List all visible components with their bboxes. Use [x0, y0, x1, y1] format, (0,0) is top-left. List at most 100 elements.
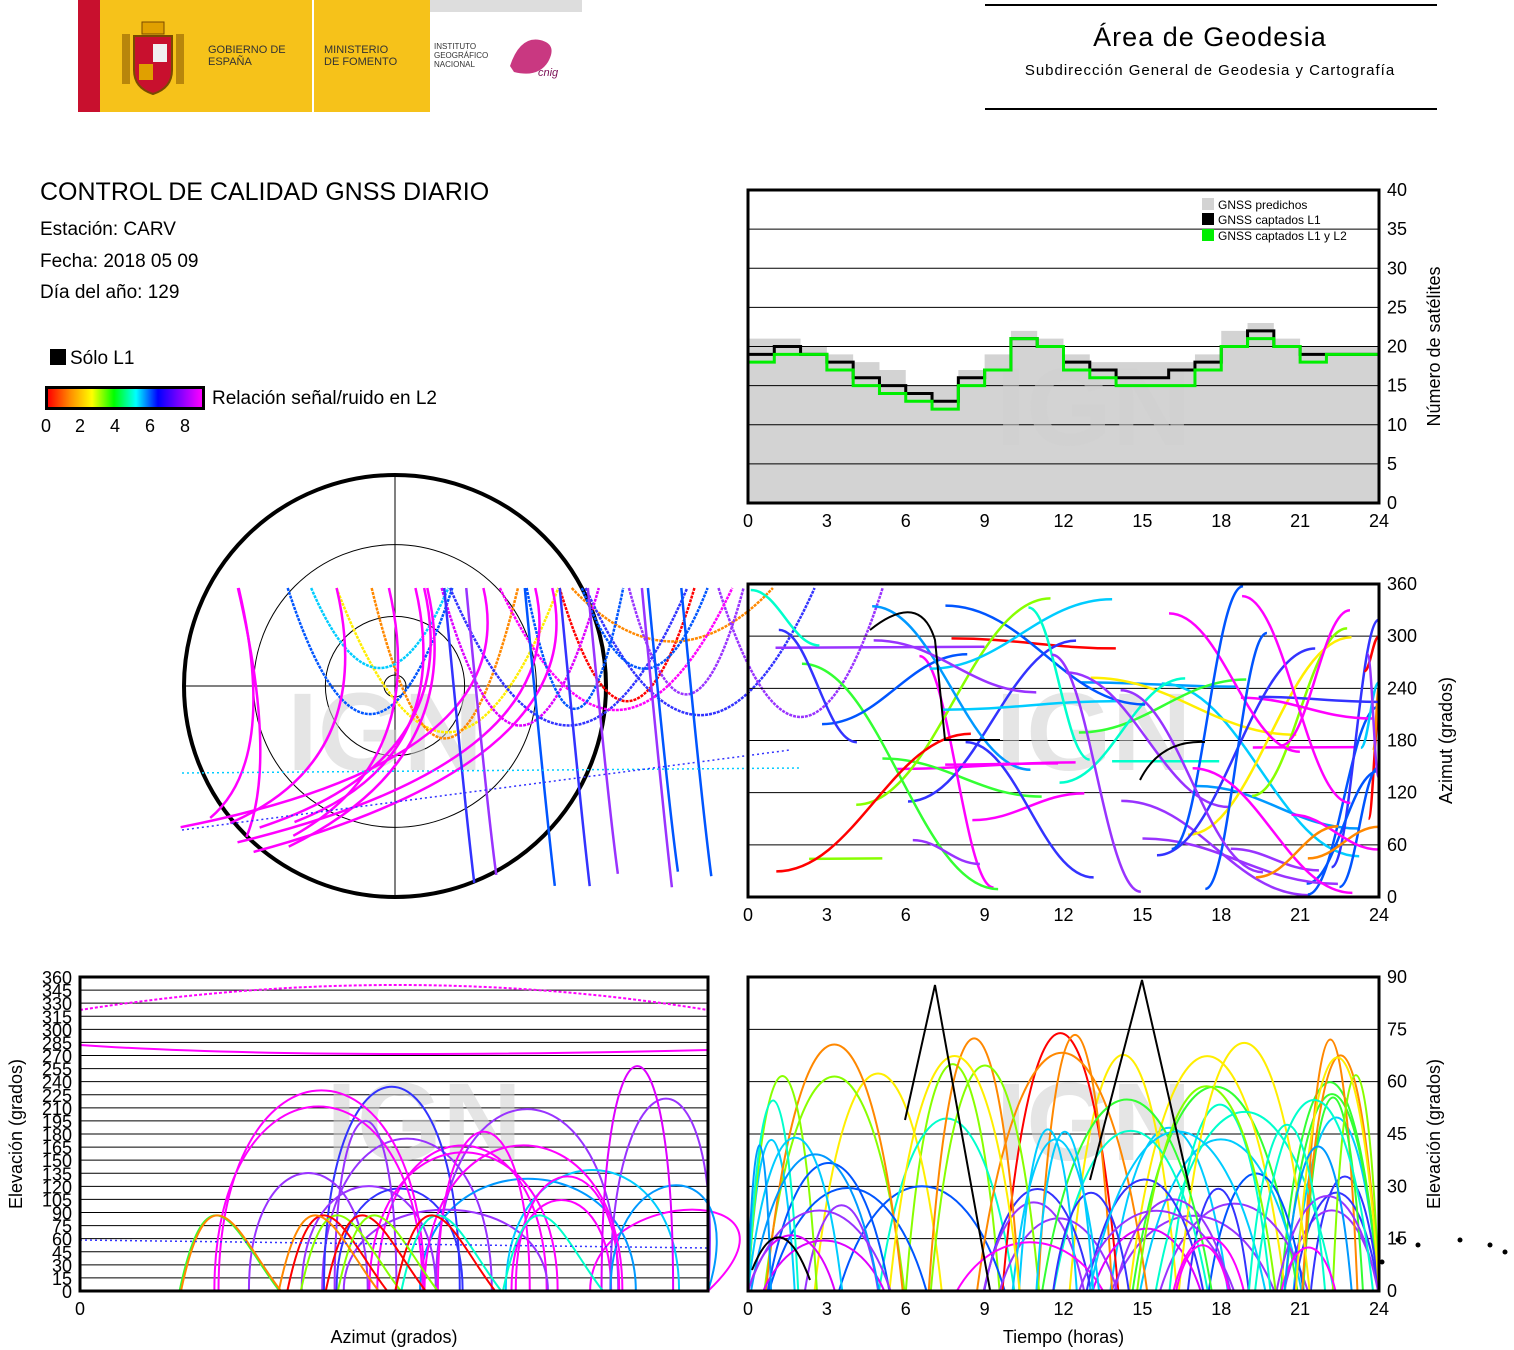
satellite-track: [1001, 1032, 1120, 1292]
header-rule-top: [985, 4, 1437, 6]
x-tick-label: 12: [1053, 905, 1073, 925]
x-axis-label: Azimut (grados): [330, 1327, 457, 1347]
satellite-track: [419, 1177, 637, 1292]
x-tick-label: 12: [1053, 1299, 1073, 1319]
y-tick-label: 240: [1387, 678, 1417, 698]
gov-label: GOBIERNO DE ESPAÑA: [208, 44, 286, 68]
satellite-track: [294, 587, 425, 824]
satellite-track: [558, 587, 591, 887]
satellite-track: [1254, 1099, 1375, 1292]
y-tick-label: 25: [1387, 297, 1407, 317]
snr-tick: 6: [145, 416, 156, 436]
satellite-track: [292, 587, 400, 837]
y-tick-label: 45: [52, 1243, 72, 1263]
y-tick-label: 30: [1387, 1176, 1407, 1196]
satellite-track: [941, 699, 1119, 711]
satellite-track: [1241, 594, 1351, 805]
satellite-track: [259, 587, 432, 829]
y-tick-label: 135: [42, 1164, 72, 1184]
satellite-track: [929, 1064, 1041, 1292]
satellite-track: [873, 639, 1037, 694]
satellite-track: [1121, 799, 1310, 897]
snr-tick: 2: [75, 416, 86, 436]
satellite-track: [1192, 766, 1353, 895]
satellite-track: [1017, 1128, 1078, 1292]
satellite-track: [213, 1105, 424, 1292]
flag-strip: [78, 0, 100, 112]
cnig-logo-icon: cnig: [502, 36, 572, 82]
satellite-track: [747, 1144, 773, 1292]
satellite-track: [79, 1044, 709, 1055]
y-tick-label: 360: [42, 968, 72, 988]
y-tick-label: 0: [1387, 1281, 1397, 1301]
x-tick-label: 24: [1369, 905, 1389, 925]
y-tick-label: 30: [1387, 258, 1407, 278]
satellite-track: [286, 587, 454, 716]
y-tick-label: 225: [42, 1086, 72, 1106]
satellite-track: [286, 1214, 389, 1292]
stray-point: [1379, 1259, 1385, 1265]
y-tick-label: 0: [62, 1282, 72, 1302]
satellite-track: [640, 587, 674, 888]
satellite-track: [217, 1089, 426, 1292]
satellite-track: [904, 1063, 1001, 1292]
satellite-track: [236, 587, 262, 838]
satellite-track: [1139, 1138, 1303, 1292]
satellite-track: [627, 587, 745, 696]
satellite-track: [856, 597, 1051, 806]
satellite-track: [747, 1075, 818, 1292]
stray-point: [1502, 1249, 1508, 1255]
satellite-track: [1171, 584, 1244, 851]
satellite-track: [443, 587, 476, 883]
snr-label: Relación señal/ruido en L2: [212, 388, 437, 409]
satellite-track: [440, 587, 600, 727]
satellite-track: [1293, 1191, 1380, 1292]
y-tick-label: 60: [52, 1230, 72, 1250]
satellite-track: [951, 637, 1116, 650]
satellite-track: [464, 587, 498, 876]
x-tick-label: 21: [1290, 905, 1310, 925]
y-tick-label: 315: [42, 1007, 72, 1027]
satellite-track: [1110, 1214, 1276, 1292]
y-tick-label: 120: [42, 1177, 72, 1197]
y-tick-label: 15: [52, 1269, 72, 1289]
y-tick-label: 165: [42, 1138, 72, 1158]
y-tick-label: 60: [1387, 1072, 1407, 1092]
plot-frame: [78, 975, 710, 1293]
x-tick-label: 21: [1290, 1299, 1310, 1319]
y-axis-label: Número de satélites: [1424, 266, 1444, 426]
y-tick-label: 180: [42, 1125, 72, 1145]
satellite-track: [1051, 653, 1142, 894]
satellite-track: [1338, 765, 1380, 889]
satellite-track: [523, 587, 557, 886]
satellite-track: [1204, 631, 1268, 891]
x-tick-label: 6: [901, 905, 911, 925]
y-tick-label: 360: [1387, 574, 1417, 594]
x-tick-label: 3: [822, 1299, 832, 1319]
satellite-track: [1291, 813, 1380, 851]
satellite-track: [1247, 1123, 1327, 1292]
satellite-track: [525, 587, 625, 710]
satellite-track: [448, 587, 689, 727]
x-tick-label: 0: [743, 905, 753, 925]
satellite-track: [1120, 689, 1263, 874]
satellite-track: [558, 587, 696, 703]
y-tick-label: 5: [1387, 454, 1397, 474]
satellite-track: [965, 740, 1094, 879]
satellite-track: [1085, 1178, 1205, 1292]
satellite-track: [778, 628, 858, 744]
stray-point: [1395, 1237, 1401, 1243]
satellite-track: [945, 762, 1059, 766]
date-label: Fecha: 2018 05 09: [40, 251, 199, 272]
satellite-track: [1028, 606, 1091, 761]
area-title: Área de Geodesia: [1093, 22, 1327, 52]
y-tick-label: 150: [42, 1151, 72, 1171]
y-axis-label: Elevación (grados): [1424, 1059, 1444, 1209]
stray-point: [1457, 1237, 1463, 1243]
legend-entry: GNSS captados L1: [1218, 213, 1321, 227]
x-tick-label: 18: [1211, 511, 1231, 531]
x-tick-label: 0: [75, 1299, 85, 1319]
y-tick-label: 345: [42, 981, 72, 1001]
satellite-track: [1078, 1209, 1235, 1292]
